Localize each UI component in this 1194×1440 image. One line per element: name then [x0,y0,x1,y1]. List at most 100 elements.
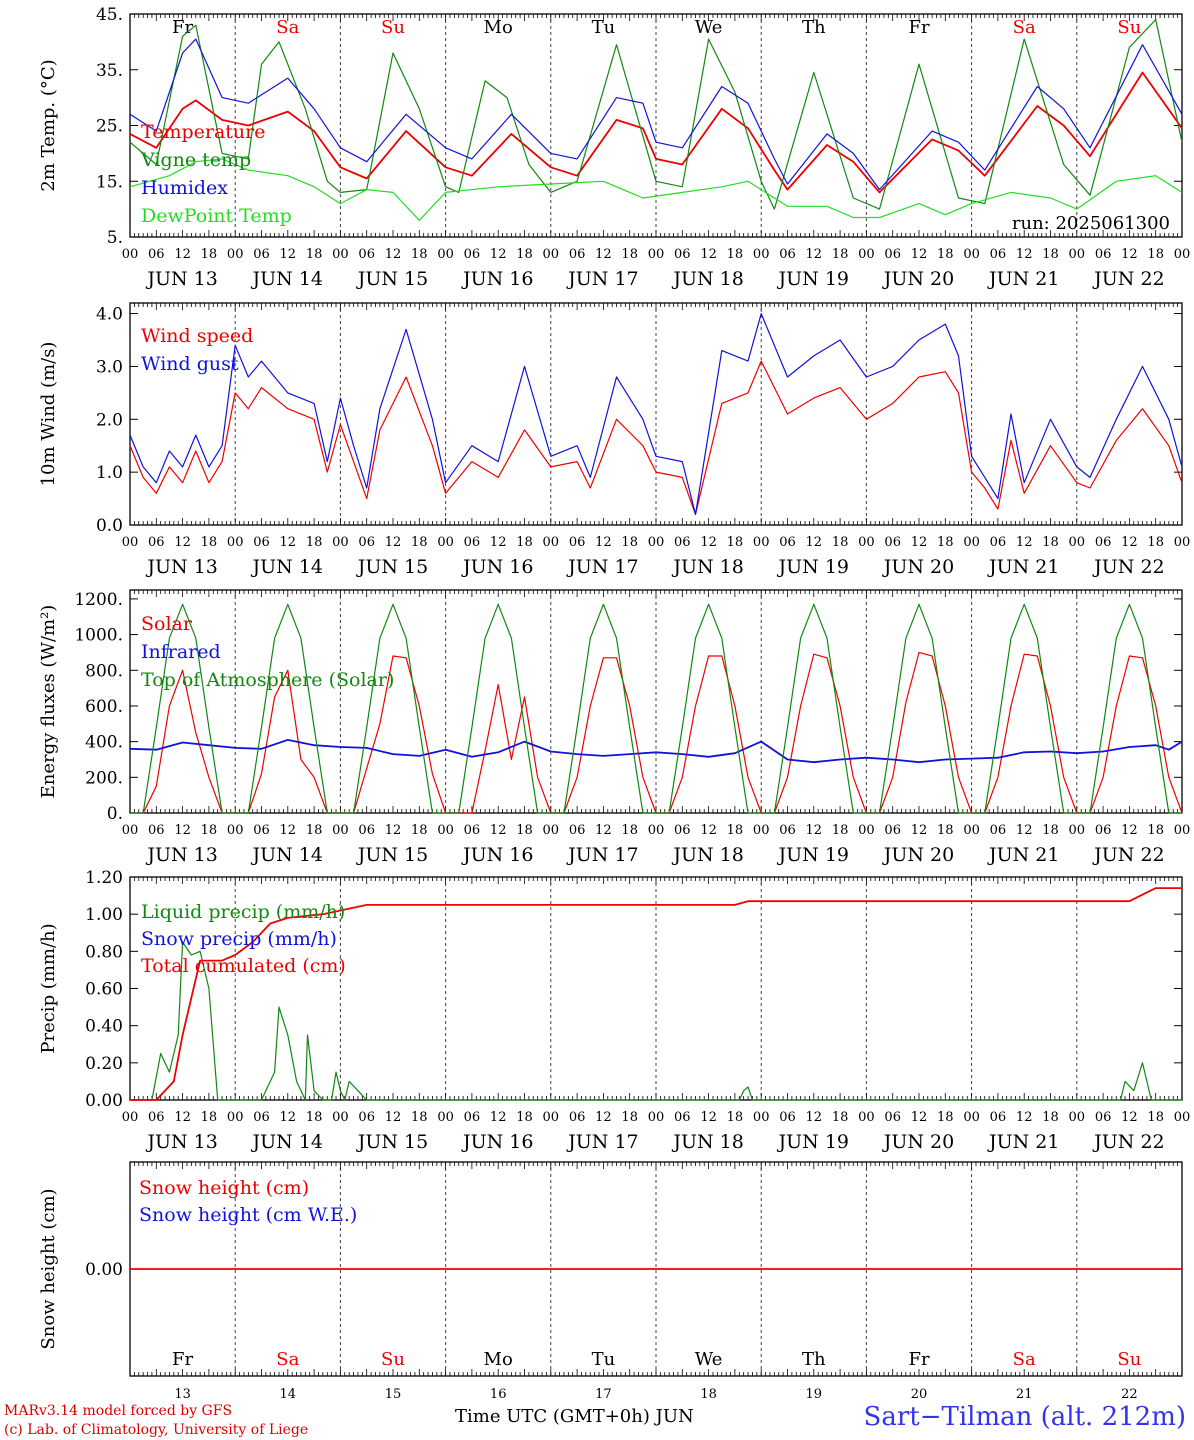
footer-credits: MARv3.14 model forced by GFS (c) Lab. of… [4,1402,308,1440]
hour-tick-label: 12 [806,535,823,550]
weekday-label: Su [1117,17,1141,38]
date-label: JUN 18 [671,556,743,578]
date-label: JUN 15 [356,268,428,290]
hour-tick-label: 18 [937,247,954,262]
legend-entry: Humidex [141,177,228,199]
hour-tick-label: 18 [621,1110,638,1125]
hour-tick-label: 06 [253,247,270,262]
day-number-label: 13 [174,1387,191,1402]
y-tick-label: 4.0 [96,305,123,325]
hour-tick-label: 06 [990,1110,1007,1125]
y-tick-label: 3.0 [96,357,123,377]
hour-tick-label: 06 [1095,247,1112,262]
hour-tick-label: 00 [543,1110,560,1125]
lab-credit: (c) Lab. of Climatology, University of L… [4,1422,309,1438]
hour-tick-label: 00 [543,823,560,838]
hour-tick-label: 00 [332,823,349,838]
hour-tick-label: 00 [753,823,770,838]
legend-entry: Wind gust [141,353,239,375]
hour-tick-label: 12 [1016,535,1033,550]
hour-tick-label: 18 [516,823,533,838]
date-label: JUN 16 [461,1131,533,1153]
day-number-label: 14 [280,1387,297,1402]
legend-entry: Vigne temp [140,149,251,171]
hour-tick-label: 00 [332,247,349,262]
weekday-label: Su [381,1349,405,1370]
hour-tick-label: 18 [727,823,744,838]
hour-tick-label: 00 [122,535,139,550]
hour-tick-label: 06 [884,1110,901,1125]
hour-tick-label: 00 [753,247,770,262]
date-label: JUN 13 [145,268,217,290]
hour-tick-label: 06 [253,823,270,838]
hour-tick-label: 00 [1069,535,1086,550]
hour-tick-label: 12 [806,1110,823,1125]
hour-tick-label: 18 [516,247,533,262]
y-tick-label: 0.0 [96,516,123,536]
legend-entry: Liquid precip (mm/h) [141,901,345,923]
hour-tick-label: 00 [1174,823,1191,838]
hour-tick-label: 12 [490,823,507,838]
hour-tick-label: 18 [1042,535,1059,550]
legend-entry: Solar [141,613,193,635]
date-label: JUN 20 [882,268,954,290]
weekday-label: Tu [592,1349,616,1370]
date-label: JUN 16 [461,844,533,866]
hour-tick-label: 00 [963,247,980,262]
hour-tick-label: 00 [227,535,244,550]
hour-tick-label: 12 [385,535,402,550]
hour-tick-label: 00 [648,247,665,262]
y-axis-label: 2m Temp. (°C) [38,59,59,191]
date-label: JUN 18 [671,1131,743,1153]
hour-tick-label: 06 [148,247,165,262]
hour-tick-label: 00 [227,823,244,838]
hour-tick-label: 06 [148,823,165,838]
hour-tick-label: 06 [990,535,1007,550]
day-number-label: 18 [700,1387,717,1402]
date-label: JUN 16 [461,268,533,290]
model-credit: MARv3.14 model forced by GFS [4,1403,233,1419]
hour-tick-label: 12 [280,1110,297,1125]
hour-tick-label: 00 [858,823,875,838]
hour-tick-label: 12 [595,1110,612,1125]
hour-tick-label: 12 [174,535,191,550]
hour-tick-label: 18 [411,247,428,262]
hour-tick-label: 12 [1016,823,1033,838]
date-label: JUN 14 [251,1131,323,1153]
hour-tick-label: 12 [1121,1110,1138,1125]
hour-tick-label: 12 [174,823,191,838]
hour-tick-label: 12 [806,247,823,262]
hour-tick-label: 12 [595,535,612,550]
hour-tick-label: 18 [937,823,954,838]
series-line-total-cumulated-cm- [130,887,1182,1101]
y-tick-label: 1000. [74,626,123,646]
date-label: JUN 20 [882,844,954,866]
series-line-wind-gust [129,313,1183,516]
hour-tick-label: 12 [1016,1110,1033,1125]
hour-tick-label: 00 [437,1110,454,1125]
hour-tick-label: 12 [490,1110,507,1125]
y-tick-label: 2.0 [96,410,123,430]
y-tick-label: 1200. [74,590,123,610]
hour-tick-label: 18 [727,535,744,550]
hour-tick-label: 06 [253,1110,270,1125]
hour-tick-label: 06 [569,247,586,262]
hour-tick-label: 18 [1147,535,1164,550]
date-label: JUN 14 [251,556,323,578]
hour-tick-label: 00 [858,535,875,550]
hour-tick-label: 06 [990,823,1007,838]
hour-tick-label: 06 [779,535,796,550]
legend-entry: Infrared [141,641,221,663]
weekday-label: Tu [592,17,616,38]
date-label: JUN 20 [882,1131,954,1153]
y-axis-label: Snow height (cm) [38,1188,59,1349]
hour-tick-label: 12 [911,1110,928,1125]
hour-tick-label: 12 [490,535,507,550]
hour-tick-label: 00 [332,535,349,550]
hour-tick-label: 06 [358,247,375,262]
hour-tick-label: 18 [411,1110,428,1125]
hour-tick-label: 00 [437,247,454,262]
hour-tick-label: 18 [201,247,218,262]
weekday-label: Sa [276,17,299,38]
weekday-label: Th [802,1349,826,1370]
